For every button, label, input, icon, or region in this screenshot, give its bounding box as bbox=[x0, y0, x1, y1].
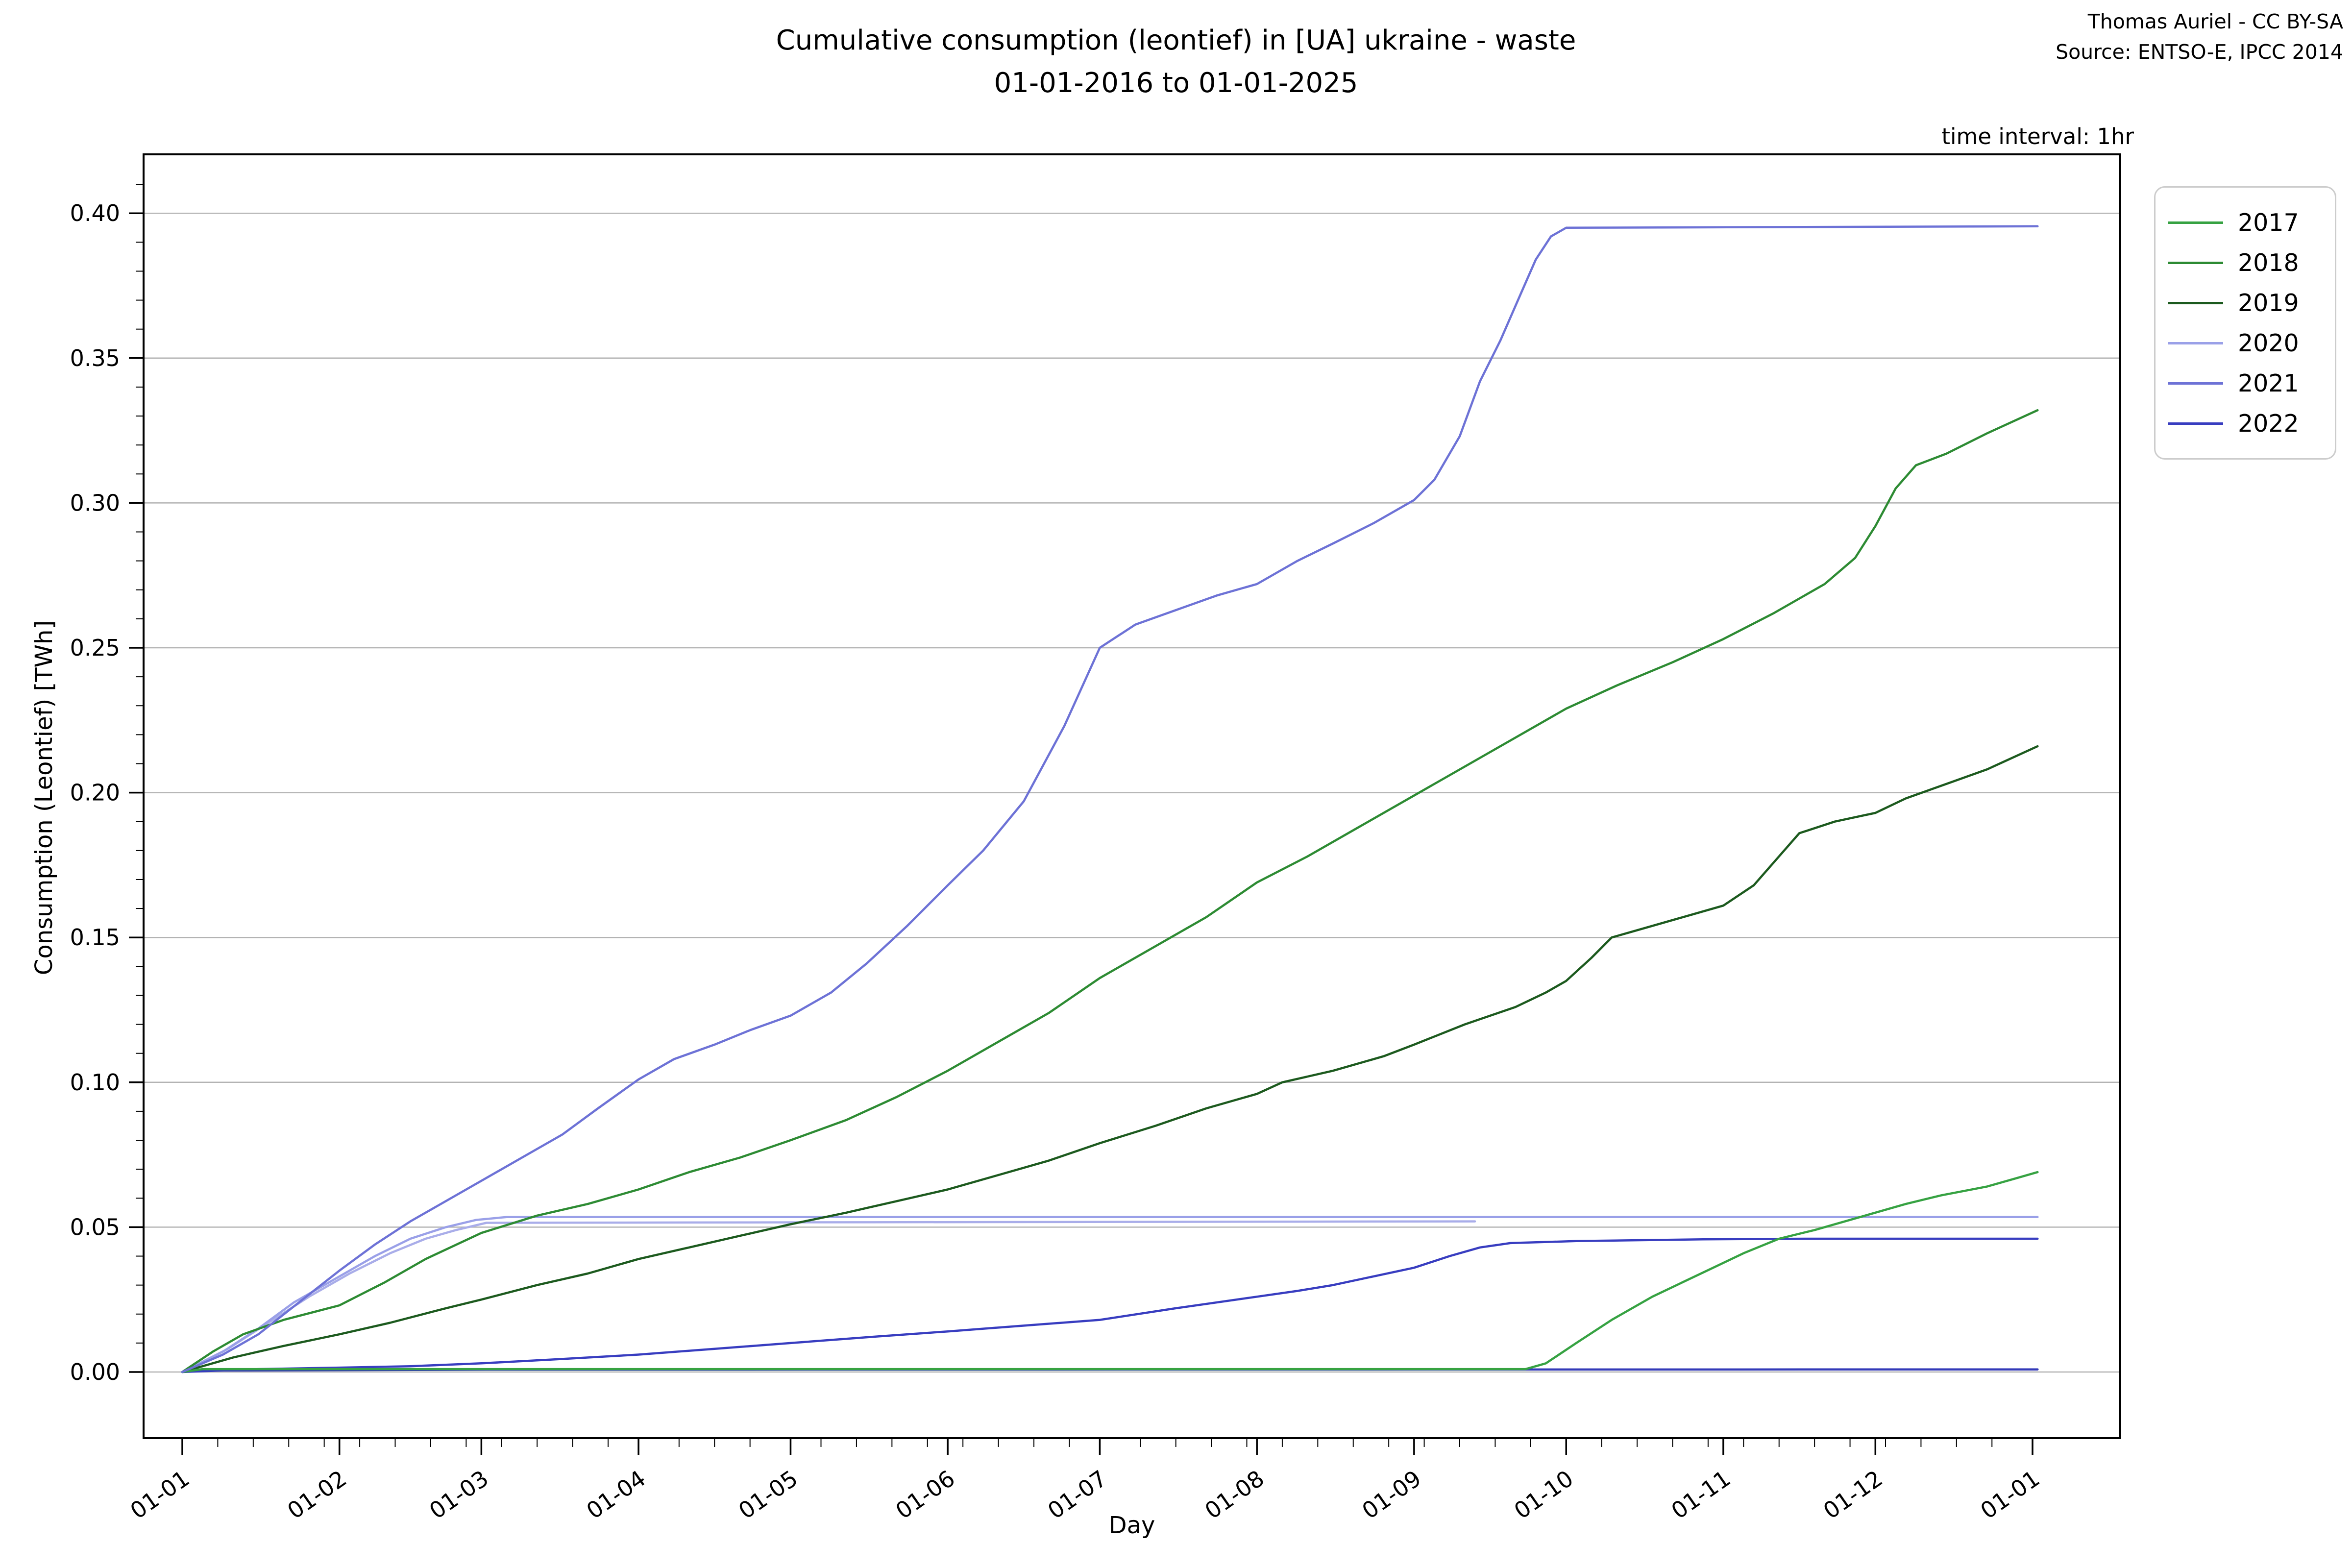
legend-item-2017: 2017 bbox=[2156, 202, 2335, 243]
legend-item-2021: 2021 bbox=[2156, 363, 2335, 403]
x-tick-label: 01-11 bbox=[1666, 1465, 1735, 1524]
legend-line-swatch bbox=[2168, 301, 2223, 304]
y-tick-label: 0.30 bbox=[70, 490, 120, 516]
x-tick-label: 01-03 bbox=[424, 1465, 493, 1524]
series-line-2017 bbox=[181, 1171, 2039, 1373]
series-line-2020 bbox=[181, 1216, 2039, 1373]
y-tick-label: 0.40 bbox=[70, 200, 120, 226]
x-tick-label: 01-04 bbox=[582, 1465, 650, 1524]
legend-label: 2018 bbox=[2238, 248, 2299, 277]
legend-label: 2021 bbox=[2238, 369, 2299, 397]
y-tick-label: 0.15 bbox=[70, 924, 120, 951]
x-tick-label: 01-06 bbox=[891, 1465, 959, 1524]
legend-item-2018: 2018 bbox=[2156, 243, 2335, 283]
time-interval-note: time interval: 1hr bbox=[1941, 123, 2134, 149]
legend-line-swatch bbox=[2168, 382, 2223, 385]
x-tick-label: 01-09 bbox=[1357, 1465, 1426, 1524]
legend-label: 2020 bbox=[2238, 329, 2299, 357]
y-tick-label: 0.10 bbox=[70, 1069, 120, 1096]
legend-line-swatch bbox=[2168, 422, 2223, 425]
attribution-author: Thomas Auriel - CC BY-SA bbox=[2087, 10, 2343, 33]
attribution-source: Source: ENTSO-E, IPCC 2014 bbox=[2056, 40, 2343, 64]
x-tick-label: 01-07 bbox=[1043, 1465, 1111, 1524]
legend-line-swatch bbox=[2168, 342, 2223, 344]
legend-line-swatch bbox=[2168, 221, 2223, 224]
chart-title: Cumulative consumption (leontief) in [UA… bbox=[0, 20, 2352, 105]
series-line-2018 bbox=[181, 409, 2039, 1373]
x-tick-label: 01-12 bbox=[1818, 1465, 1887, 1524]
legend-label: 2019 bbox=[2238, 289, 2299, 317]
series-line-2019 bbox=[181, 745, 2039, 1373]
y-tick-label: 0.25 bbox=[70, 635, 120, 661]
chart-title-line1: Cumulative consumption (leontief) in [UA… bbox=[776, 24, 1576, 56]
x-tick-label: 01-02 bbox=[283, 1465, 351, 1524]
legend-item-2020: 2020 bbox=[2156, 323, 2335, 363]
y-tick-label: 0.00 bbox=[70, 1359, 120, 1385]
x-tick-label: 01-08 bbox=[1200, 1465, 1269, 1524]
x-tick-label: 01-05 bbox=[734, 1465, 802, 1524]
y-tick-label: 0.20 bbox=[70, 780, 120, 806]
x-tick-label: 01-01 bbox=[125, 1465, 194, 1524]
y-tick-label: 0.35 bbox=[70, 345, 120, 371]
series-line-2021 bbox=[181, 225, 2039, 1373]
legend-line-swatch bbox=[2168, 261, 2223, 264]
x-tick-label: 01-10 bbox=[1509, 1465, 1578, 1524]
legend: 2017 2018 2019 2020 2021 2022 bbox=[2154, 186, 2336, 460]
x-axis-label: Day bbox=[1108, 1512, 1155, 1539]
legend-item-2019: 2019 bbox=[2156, 283, 2335, 323]
legend-label: 2017 bbox=[2238, 208, 2299, 237]
plot-border bbox=[143, 153, 2121, 1439]
legend-item-2022: 2022 bbox=[2156, 403, 2335, 443]
y-tick-label: 0.05 bbox=[70, 1214, 120, 1240]
chart-title-line2: 01-01-2016 to 01-01-2025 bbox=[994, 67, 1358, 99]
x-tick-label: 01-01 bbox=[1976, 1465, 2044, 1524]
attribution: Thomas Auriel - CC BY-SA Source: ENTSO-E… bbox=[2056, 7, 2343, 67]
legend-label: 2022 bbox=[2238, 409, 2299, 438]
series-line-2022 bbox=[181, 1237, 2039, 1373]
